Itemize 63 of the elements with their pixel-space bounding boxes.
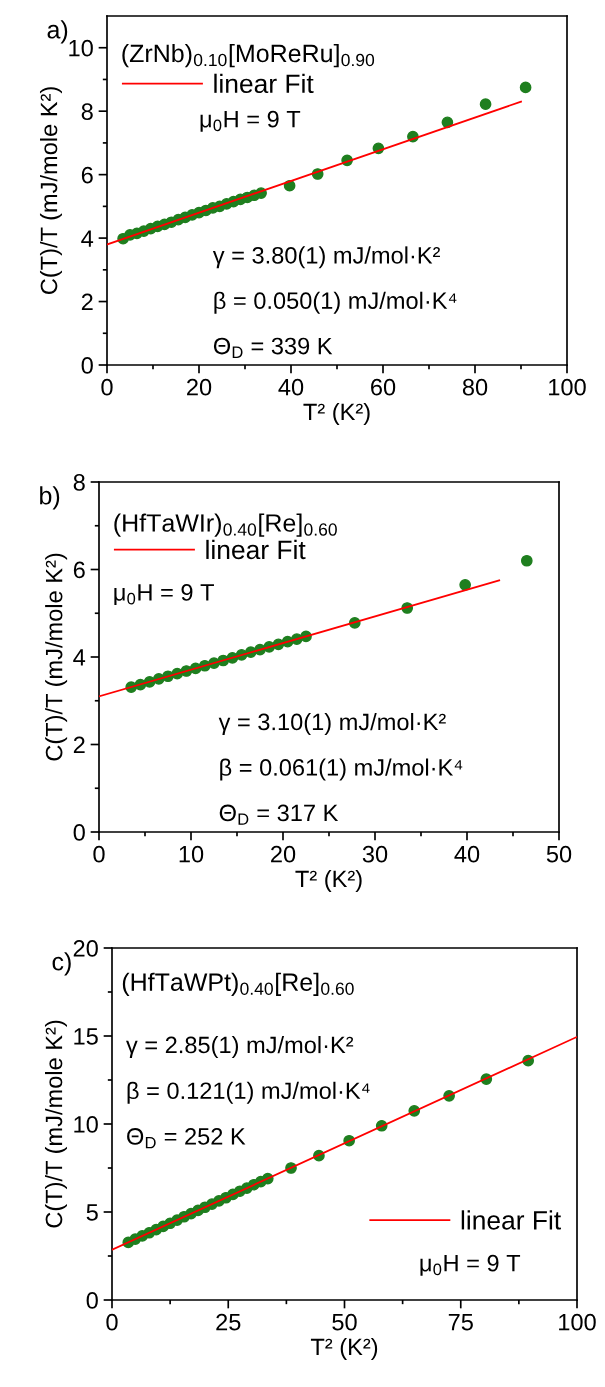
y-tick-label: 10 [69, 39, 93, 57]
annotation: Θ$_{D}$ = 339 K [213, 337, 333, 358]
x-tick-label: 100 [549, 378, 586, 396]
point [479, 98, 492, 111]
x-axis-title: T² (K²) [303, 402, 370, 425]
y-tick-label: 4 [81, 230, 94, 247]
annotation: μ$_{0}$H = 9 T [200, 110, 301, 132]
x-tick-label: 80 [462, 378, 488, 396]
x-tick-label: 30 [362, 845, 388, 863]
text: a) [47, 20, 68, 44]
y-tick-label: 6 [73, 561, 85, 579]
legend-label: linear Fit [214, 73, 314, 94]
annotation: (HfTaWPt)$_{0.40}$[Re]$_{0.60}$ [122, 972, 354, 996]
annotation: Θ$_{D}$ = 317 K [219, 804, 339, 825]
x-tick-label: 100 [559, 1313, 596, 1331]
annotation: Θ$_{D}$ = 252 K [127, 1128, 246, 1149]
annotation: γ = 3.10(1) mJ/mol·K² [218, 713, 446, 735]
annotation: (HfTaWIr)$_{0.40}$[Re]$_{0.60}$ [114, 513, 337, 537]
y-tick-label: 2 [81, 293, 93, 311]
legend-label: linear Fit [206, 539, 306, 560]
x-tick-label: 60 [371, 378, 396, 396]
x-axis-title: T² (K²) [310, 1337, 378, 1360]
annotation: β = 0.061(1) mJ/mol·K⁴ [220, 758, 463, 781]
point [519, 81, 532, 94]
y-axis-title: C(T)/T (mJ/mole K²) [44, 1020, 67, 1228]
y-tick-label: 0 [73, 824, 85, 841]
x-tick-label: 50 [546, 845, 572, 863]
x-axis-title: T² (K²) [295, 869, 362, 892]
y-tick-label: 2 [73, 736, 85, 754]
x-tick-label: 75 [448, 1314, 473, 1331]
x-tick-label: 0 [106, 1313, 118, 1331]
legend-label: linear Fit [461, 1210, 561, 1230]
annotation: β = 0.050(1) mJ/mol·K⁴ [214, 291, 457, 314]
x-tick-label: 0 [101, 378, 113, 396]
y-tick-label: 10 [74, 1116, 98, 1133]
y-tick-label: 0 [86, 1292, 98, 1309]
point [520, 554, 533, 567]
text: c) [52, 952, 71, 976]
y-axis-title: C(T)/T (mJ/mole K²) [45, 553, 68, 761]
x-tick-label: 40 [454, 845, 480, 863]
y-tick-label: 6 [81, 166, 93, 184]
x-tick-label: 50 [332, 1313, 357, 1331]
y-tick-label: 0 [81, 357, 93, 374]
y-axis-title: C(T)/T (mJ/mole K²) [39, 87, 62, 295]
annotation: γ = 2.85(1) mJ/mol·K² [126, 1036, 354, 1058]
annotation: β = 0.121(1) mJ/mol·K⁴ [127, 1081, 370, 1104]
x-tick-label: 20 [271, 845, 296, 863]
annotation: (ZrNb)$_{0.10}$[MoReRu]$_{0.90}$ [122, 43, 375, 68]
x-tick-label: 25 [216, 1313, 241, 1331]
x-tick-label: 10 [179, 845, 204, 863]
x-tick-label: 40 [278, 378, 304, 396]
annotation: μ$_{0}$H = 9 T [420, 1254, 521, 1276]
y-tick-label: 15 [74, 1028, 98, 1045]
y-tick-label: 5 [86, 1204, 98, 1221]
y-tick-label: 20 [73, 940, 98, 957]
annotation: μ$_{0}$H = 9 T [114, 584, 214, 606]
annotation: γ = 3.80(1) mJ/mol·K² [212, 246, 440, 269]
y-tick-label: 4 [73, 649, 86, 666]
y-tick-label: 8 [73, 474, 85, 491]
point [459, 578, 472, 591]
y-tick-label: 8 [81, 103, 93, 120]
text: b) [40, 486, 60, 510]
x-tick-label: 20 [187, 378, 212, 396]
